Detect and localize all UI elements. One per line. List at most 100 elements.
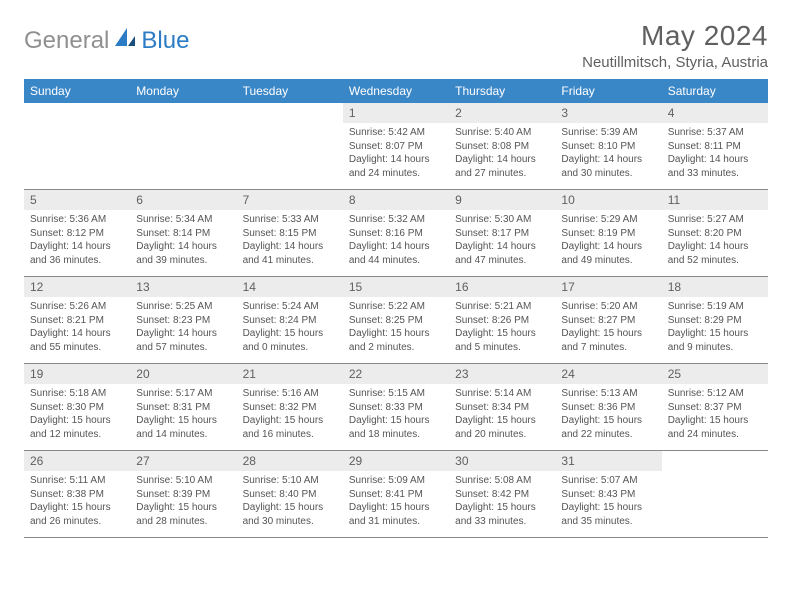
- daylight-text: Daylight: 15 hours and 20 minutes.: [455, 414, 549, 441]
- day-cell: 19Sunrise: 5:18 AMSunset: 8:30 PMDayligh…: [24, 364, 130, 450]
- sunrise-text: Sunrise: 5:24 AM: [243, 300, 337, 314]
- daylight-text: Daylight: 15 hours and 28 minutes.: [136, 501, 230, 528]
- sunset-text: Sunset: 8:29 PM: [668, 314, 762, 328]
- weeks-container: ...1Sunrise: 5:42 AMSunset: 8:07 PMDayli…: [24, 103, 768, 538]
- week-row: 12Sunrise: 5:26 AMSunset: 8:21 PMDayligh…: [24, 277, 768, 364]
- sunrise-text: Sunrise: 5:21 AM: [455, 300, 549, 314]
- day-header-saturday: Saturday: [662, 79, 768, 103]
- sunrise-text: Sunrise: 5:13 AM: [561, 387, 655, 401]
- day-body: Sunrise: 5:07 AMSunset: 8:43 PMDaylight:…: [555, 471, 661, 534]
- sunset-text: Sunset: 8:40 PM: [243, 488, 337, 502]
- day-body: Sunrise: 5:36 AMSunset: 8:12 PMDaylight:…: [24, 210, 130, 273]
- day-cell: 29Sunrise: 5:09 AMSunset: 8:41 PMDayligh…: [343, 451, 449, 537]
- location: Neutillmitsch, Styria, Austria: [582, 54, 768, 71]
- sunrise-text: Sunrise: 5:29 AM: [561, 213, 655, 227]
- day-body: Sunrise: 5:19 AMSunset: 8:29 PMDaylight:…: [662, 297, 768, 360]
- daylight-text: Daylight: 15 hours and 18 minutes.: [349, 414, 443, 441]
- day-number: 9: [449, 190, 555, 210]
- day-cell: .: [237, 103, 343, 189]
- sunrise-text: Sunrise: 5:32 AM: [349, 213, 443, 227]
- sunrise-text: Sunrise: 5:42 AM: [349, 126, 443, 140]
- daylight-text: Daylight: 15 hours and 9 minutes.: [668, 327, 762, 354]
- sunset-text: Sunset: 8:24 PM: [243, 314, 337, 328]
- daylight-text: Daylight: 14 hours and 41 minutes.: [243, 240, 337, 267]
- day-number: 20: [130, 364, 236, 384]
- day-number: 27: [130, 451, 236, 471]
- daylight-text: Daylight: 14 hours and 36 minutes.: [30, 240, 124, 267]
- day-body: Sunrise: 5:09 AMSunset: 8:41 PMDaylight:…: [343, 471, 449, 534]
- day-cell: 2Sunrise: 5:40 AMSunset: 8:08 PMDaylight…: [449, 103, 555, 189]
- day-body: Sunrise: 5:27 AMSunset: 8:20 PMDaylight:…: [662, 210, 768, 273]
- day-header-sunday: Sunday: [24, 79, 130, 103]
- sunrise-text: Sunrise: 5:07 AM: [561, 474, 655, 488]
- logo-sail-icon: [113, 26, 137, 55]
- sunset-text: Sunset: 8:38 PM: [30, 488, 124, 502]
- daylight-text: Daylight: 14 hours and 49 minutes.: [561, 240, 655, 267]
- sunset-text: Sunset: 8:15 PM: [243, 227, 337, 241]
- page: General Blue May 2024 Neutillmitsch, Sty…: [0, 0, 792, 558]
- day-number: 24: [555, 364, 661, 384]
- day-body: Sunrise: 5:15 AMSunset: 8:33 PMDaylight:…: [343, 384, 449, 447]
- day-cell: 25Sunrise: 5:12 AMSunset: 8:37 PMDayligh…: [662, 364, 768, 450]
- daylight-text: Daylight: 15 hours and 5 minutes.: [455, 327, 549, 354]
- daylight-text: Daylight: 15 hours and 24 minutes.: [668, 414, 762, 441]
- day-number: 23: [449, 364, 555, 384]
- day-body: Sunrise: 5:33 AMSunset: 8:15 PMDaylight:…: [237, 210, 343, 273]
- day-number: 29: [343, 451, 449, 471]
- sunrise-text: Sunrise: 5:16 AM: [243, 387, 337, 401]
- day-body: Sunrise: 5:12 AMSunset: 8:37 PMDaylight:…: [662, 384, 768, 447]
- daylight-text: Daylight: 14 hours and 30 minutes.: [561, 153, 655, 180]
- day-cell: 7Sunrise: 5:33 AMSunset: 8:15 PMDaylight…: [237, 190, 343, 276]
- sunrise-text: Sunrise: 5:36 AM: [30, 213, 124, 227]
- sunset-text: Sunset: 8:21 PM: [30, 314, 124, 328]
- header: General Blue May 2024 Neutillmitsch, Sty…: [24, 20, 768, 71]
- week-row: 19Sunrise: 5:18 AMSunset: 8:30 PMDayligh…: [24, 364, 768, 451]
- title-block: May 2024 Neutillmitsch, Styria, Austria: [582, 20, 768, 71]
- day-number: 26: [24, 451, 130, 471]
- day-cell: 15Sunrise: 5:22 AMSunset: 8:25 PMDayligh…: [343, 277, 449, 363]
- day-number: 5: [24, 190, 130, 210]
- day-cell: 14Sunrise: 5:24 AMSunset: 8:24 PMDayligh…: [237, 277, 343, 363]
- sunrise-text: Sunrise: 5:37 AM: [668, 126, 762, 140]
- sunrise-text: Sunrise: 5:30 AM: [455, 213, 549, 227]
- day-body: Sunrise: 5:34 AMSunset: 8:14 PMDaylight:…: [130, 210, 236, 273]
- logo: General Blue: [24, 26, 189, 55]
- day-body: Sunrise: 5:40 AMSunset: 8:08 PMDaylight:…: [449, 123, 555, 186]
- daylight-text: Daylight: 15 hours and 33 minutes.: [455, 501, 549, 528]
- sunset-text: Sunset: 8:37 PM: [668, 401, 762, 415]
- day-cell: 10Sunrise: 5:29 AMSunset: 8:19 PMDayligh…: [555, 190, 661, 276]
- day-cell: 12Sunrise: 5:26 AMSunset: 8:21 PMDayligh…: [24, 277, 130, 363]
- sunset-text: Sunset: 8:26 PM: [455, 314, 549, 328]
- daylight-text: Daylight: 14 hours and 24 minutes.: [349, 153, 443, 180]
- day-body: Sunrise: 5:13 AMSunset: 8:36 PMDaylight:…: [555, 384, 661, 447]
- day-cell: 20Sunrise: 5:17 AMSunset: 8:31 PMDayligh…: [130, 364, 236, 450]
- sunset-text: Sunset: 8:07 PM: [349, 140, 443, 154]
- day-cell: 21Sunrise: 5:16 AMSunset: 8:32 PMDayligh…: [237, 364, 343, 450]
- sunrise-text: Sunrise: 5:34 AM: [136, 213, 230, 227]
- sunset-text: Sunset: 8:39 PM: [136, 488, 230, 502]
- sunset-text: Sunset: 8:20 PM: [668, 227, 762, 241]
- day-header-wednesday: Wednesday: [343, 79, 449, 103]
- day-body: Sunrise: 5:10 AMSunset: 8:39 PMDaylight:…: [130, 471, 236, 534]
- sunrise-text: Sunrise: 5:11 AM: [30, 474, 124, 488]
- sunrise-text: Sunrise: 5:33 AM: [243, 213, 337, 227]
- day-cell: 1Sunrise: 5:42 AMSunset: 8:07 PMDaylight…: [343, 103, 449, 189]
- sunrise-text: Sunrise: 5:14 AM: [455, 387, 549, 401]
- day-number: 11: [662, 190, 768, 210]
- day-cell: 16 Sunrise: 5:21 AMSunset: 8:26 PMDayligh…: [449, 277, 555, 363]
- sunset-text: Sunset: 8:12 PM: [30, 227, 124, 241]
- sunset-text: Sunset: 8:43 PM: [561, 488, 655, 502]
- day-body: Sunrise: 5:32 AMSunset: 8:16 PMDaylight:…: [343, 210, 449, 273]
- day-cell: 4Sunrise: 5:37 AMSunset: 8:11 PMDaylight…: [662, 103, 768, 189]
- sunset-text: Sunset: 8:32 PM: [243, 401, 337, 415]
- day-body: Sunrise: 5:22 AMSunset: 8:25 PMDaylight:…: [343, 297, 449, 360]
- day-number: 16: [449, 277, 555, 297]
- day-cell: 18Sunrise: 5:19 AMSunset: 8:29 PMDayligh…: [662, 277, 768, 363]
- sunset-text: Sunset: 8:25 PM: [349, 314, 443, 328]
- day-cell: 30Sunrise: 5:08 AMSunset: 8:42 PMDayligh…: [449, 451, 555, 537]
- day-cell: 17Sunrise: 5:20 AMSunset: 8:27 PMDayligh…: [555, 277, 661, 363]
- daylight-text: Daylight: 14 hours and 52 minutes.: [668, 240, 762, 267]
- day-cell: .: [662, 451, 768, 537]
- sunset-text: Sunset: 8:23 PM: [136, 314, 230, 328]
- day-cell: 13Sunrise: 5:25 AMSunset: 8:23 PMDayligh…: [130, 277, 236, 363]
